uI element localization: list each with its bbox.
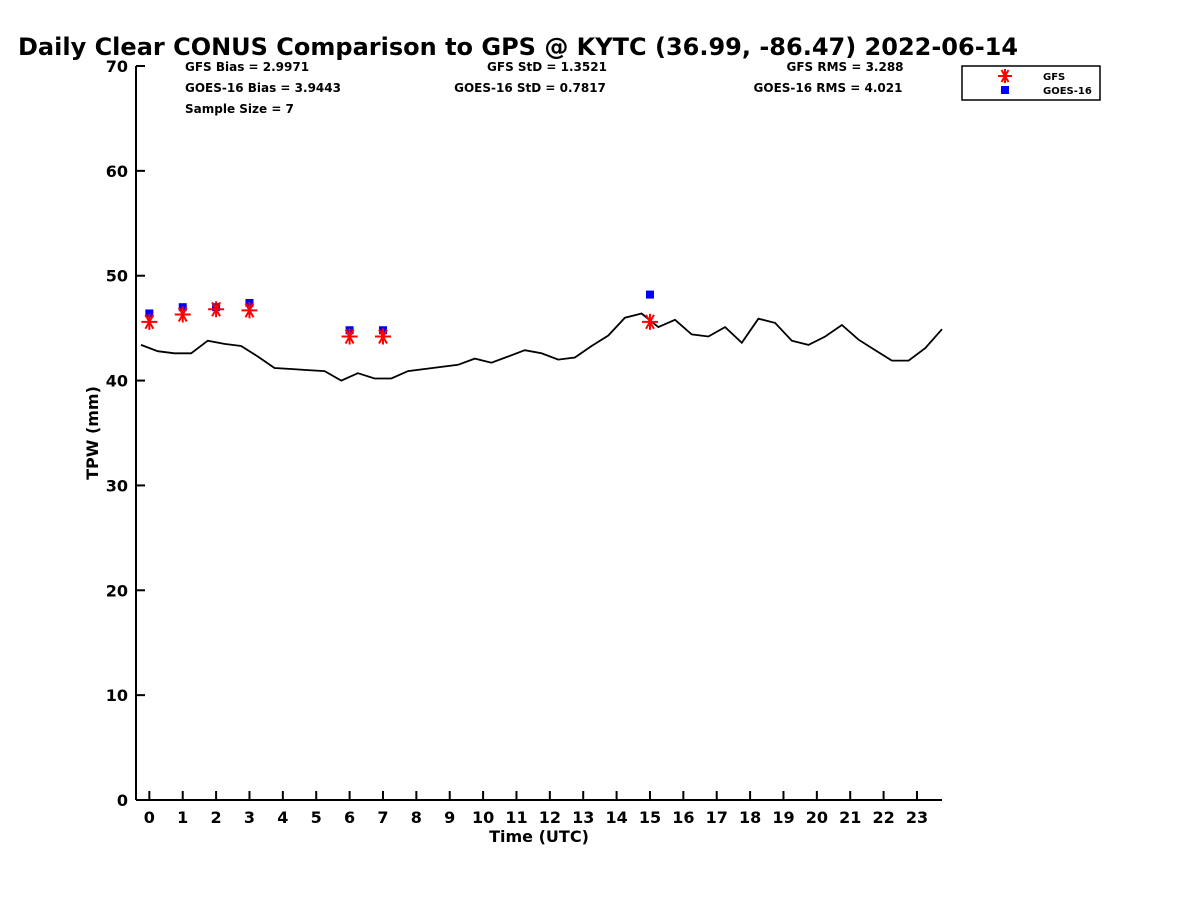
gfs-point xyxy=(374,328,391,345)
x-tick-label: 10 xyxy=(472,808,494,827)
x-tick-label: 14 xyxy=(605,808,627,827)
goes-bias-stat: GOES-16 Bias = 3.9443 xyxy=(185,81,341,95)
x-tick-label: 12 xyxy=(539,808,561,827)
x-tick-label: 8 xyxy=(411,808,422,827)
goes16-point xyxy=(645,290,654,299)
x-tick-label: 11 xyxy=(505,808,527,827)
legend-goes-label: GOES-16 xyxy=(1043,86,1092,97)
legend-gfs-marker xyxy=(998,69,1012,83)
chart-title: Daily Clear CONUS Comparison to GPS @ KY… xyxy=(18,33,1018,61)
gfs-point xyxy=(174,306,191,323)
goes16-point xyxy=(145,309,154,318)
y-axis-label: TPW (mm) xyxy=(83,386,102,480)
x-tick-label: 20 xyxy=(806,808,828,827)
x-tick-label: 22 xyxy=(872,808,894,827)
gps-layer xyxy=(140,312,943,382)
y-tick-label: 40 xyxy=(106,372,128,391)
legend-goes-symbol xyxy=(1001,86,1009,94)
x-tick-label: 21 xyxy=(839,808,861,827)
x-tick-label: 6 xyxy=(344,808,355,827)
x-tick-label: 13 xyxy=(572,808,594,827)
gfs-bias-stat: GFS Bias = 2.9971 xyxy=(185,60,309,74)
gfs-point xyxy=(141,313,158,330)
y-tick-label: 70 xyxy=(106,57,128,76)
x-tick-label: 7 xyxy=(377,808,388,827)
y-tick-label: 10 xyxy=(106,686,128,705)
x-axis-label: Time (UTC) xyxy=(489,827,589,846)
legend-box xyxy=(961,65,1101,101)
x-tick-label: 1 xyxy=(177,808,188,827)
x-tick-label: 16 xyxy=(672,808,694,827)
x-tick-label: 0 xyxy=(144,808,155,827)
legend-gfs-symbol xyxy=(998,69,1012,83)
x-tick-label: 15 xyxy=(639,808,661,827)
legend: GFS GOES-16 xyxy=(961,65,1101,101)
x-tick-label: 19 xyxy=(772,808,794,827)
y-tick-label: 20 xyxy=(106,581,128,600)
gfs-point xyxy=(341,328,358,345)
sample-size-stat: Sample Size = 7 xyxy=(185,102,294,116)
y-tick-label: 0 xyxy=(117,791,128,810)
legend-goes-marker xyxy=(1001,86,1009,94)
gfs-point xyxy=(641,313,658,330)
x-tick-label: 23 xyxy=(906,808,928,827)
x-tick-label: 4 xyxy=(277,808,288,827)
gfs-std-stat: GFS StD = 1.3521 xyxy=(487,60,607,74)
x-tick-label: 9 xyxy=(444,808,455,827)
x-tick-label: 17 xyxy=(706,808,728,827)
gfs-rms-stat: GFS RMS = 3.288 xyxy=(786,60,903,74)
goes-rms-stat: GOES-16 RMS = 4.021 xyxy=(754,81,903,95)
goes-std-stat: GOES-16 StD = 0.7817 xyxy=(454,81,606,95)
legend-gfs-label: GFS xyxy=(1043,72,1065,83)
y-tick-label: 30 xyxy=(106,476,128,495)
series-layer xyxy=(141,290,658,345)
x-tick-label: 5 xyxy=(311,808,322,827)
gfs-point xyxy=(241,302,258,319)
gps-line xyxy=(140,312,943,382)
x-tick-label: 3 xyxy=(244,808,255,827)
y-tick-label: 50 xyxy=(106,267,128,286)
y-tick-label: 60 xyxy=(106,162,128,181)
gfs-point xyxy=(208,301,225,318)
x-tick-label: 18 xyxy=(739,808,761,827)
x-tick-label: 2 xyxy=(211,808,222,827)
